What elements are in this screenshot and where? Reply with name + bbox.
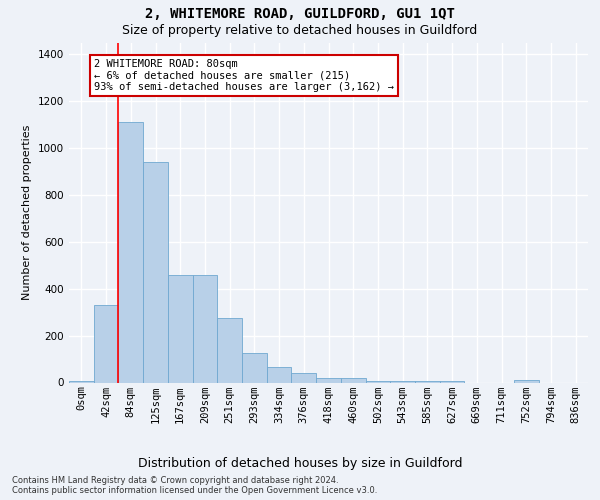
Bar [292,373,316,382]
Text: 2 WHITEMORE ROAD: 80sqm
← 6% of detached houses are smaller (215)
93% of semi-de: 2 WHITEMORE ROAD: 80sqm ← 6% of detached… [94,59,394,92]
Text: Contains HM Land Registry data © Crown copyright and database right 2024.
Contai: Contains HM Land Registry data © Crown c… [12,476,377,495]
Bar [217,318,242,382]
Bar [118,122,143,382]
Bar [365,380,390,382]
Bar [242,353,267,382]
Bar [514,380,539,382]
Text: Size of property relative to detached houses in Guildford: Size of property relative to detached ho… [122,24,478,37]
Bar [267,368,292,382]
Bar [193,274,217,382]
Bar [143,162,168,382]
Bar [316,378,341,382]
Bar [341,378,365,382]
Text: Distribution of detached houses by size in Guildford: Distribution of detached houses by size … [138,458,462,470]
Bar [168,274,193,382]
Y-axis label: Number of detached properties: Number of detached properties [22,125,32,300]
Text: 2, WHITEMORE ROAD, GUILDFORD, GU1 1QT: 2, WHITEMORE ROAD, GUILDFORD, GU1 1QT [145,8,455,22]
Bar [94,305,118,382]
